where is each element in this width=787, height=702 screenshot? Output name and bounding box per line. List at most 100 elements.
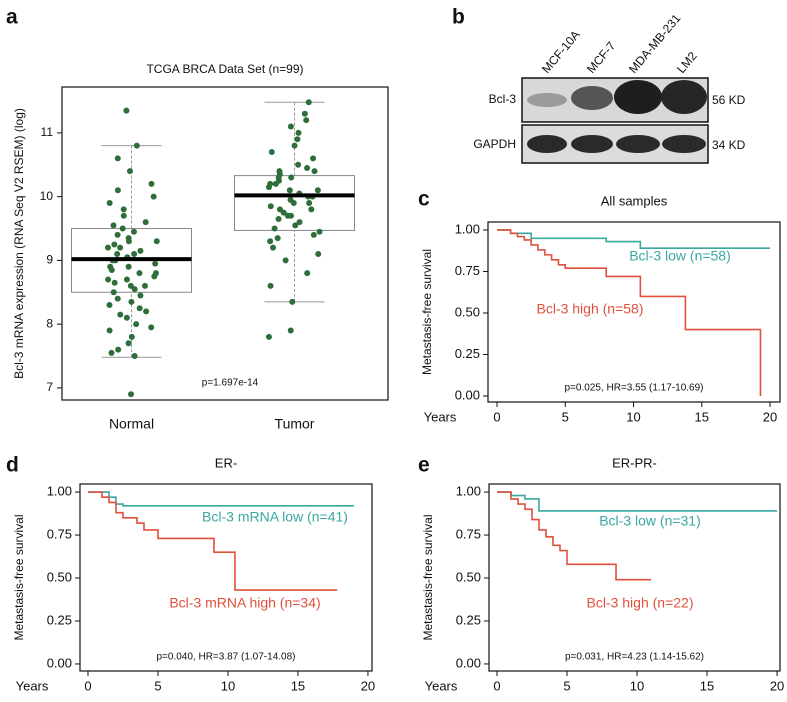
data-point: [272, 180, 279, 187]
data-point: [311, 168, 318, 175]
data-point: [133, 142, 140, 149]
data-point: [310, 231, 317, 238]
data-point: [120, 206, 127, 213]
y-tick-label: 0.75: [455, 263, 480, 278]
chart-title: ER-: [215, 455, 237, 470]
x-tick-label: 5: [563, 678, 570, 693]
data-point: [137, 292, 144, 299]
y-tick-label: 0.00: [456, 655, 481, 670]
x-axis-label: Years: [424, 409, 457, 424]
y-tick-label: 9: [46, 253, 53, 267]
y-tick-label: 10: [40, 189, 54, 203]
data-point: [131, 251, 138, 258]
data-point: [131, 353, 138, 360]
data-point: [152, 260, 159, 267]
x-tick-label: 15: [700, 678, 714, 693]
legend-label: Bcl-3 low (n=31): [599, 513, 701, 529]
data-point: [271, 225, 278, 232]
data-point: [296, 219, 303, 226]
data-point: [288, 174, 295, 181]
y-tick-label: 0.50: [47, 569, 72, 584]
x-tick-label: 20: [763, 409, 777, 424]
y-axis-label: Metastasis-free survival: [420, 249, 434, 375]
data-point: [114, 187, 121, 194]
data-point: [114, 231, 121, 238]
y-tick-label: 11: [41, 125, 54, 139]
band: [614, 80, 662, 114]
panel-label: c: [418, 188, 430, 211]
data-point: [308, 206, 315, 213]
data-point: [114, 251, 121, 258]
data-point: [108, 349, 115, 356]
data-point: [106, 200, 113, 207]
data-point: [153, 238, 160, 245]
legend-label: Bcl-3 high (n=22): [586, 595, 693, 611]
x-tick-label: 0: [493, 678, 500, 693]
data-point: [301, 110, 308, 117]
data-point: [152, 270, 159, 277]
data-point: [287, 196, 294, 203]
data-point: [127, 282, 134, 289]
data-point: [270, 244, 277, 251]
chart-title: ER-PR-: [612, 455, 657, 470]
data-point: [107, 263, 114, 270]
y-axis-label: Bcl-3 mRNA expression (RNA Seq V2 RSEM) …: [12, 108, 26, 379]
data-point: [294, 136, 301, 143]
annotation: p=1.697e-14: [202, 378, 259, 389]
plot-frame: [488, 483, 781, 672]
data-point: [104, 244, 111, 251]
band: [661, 80, 707, 114]
data-point: [119, 225, 126, 232]
chart-title: All samples: [601, 193, 668, 208]
data-point: [125, 238, 132, 245]
data-point: [125, 263, 132, 270]
data-point: [275, 215, 282, 222]
annotation: p=0.031, HR=4.23 (1.14-15.62): [565, 652, 704, 663]
data-point: [137, 247, 144, 254]
data-point: [106, 327, 113, 334]
survival-curve: [497, 229, 762, 397]
x-tick-label: 0: [493, 409, 500, 424]
data-point: [106, 302, 113, 309]
data-point: [291, 142, 298, 149]
data-point: [282, 257, 289, 264]
data-point: [265, 333, 272, 340]
data-point: [141, 282, 148, 289]
band: [571, 86, 613, 110]
y-axis-label: Metastasis-free survival: [421, 514, 435, 640]
data-point: [148, 180, 155, 187]
panel-label: d: [6, 454, 19, 477]
data-point: [123, 276, 130, 283]
data-point: [114, 295, 121, 302]
data-point: [110, 222, 117, 229]
data-point: [304, 270, 311, 277]
data-point: [303, 117, 310, 124]
y-tick-label: 0.00: [455, 387, 480, 402]
size-label: 34 KD: [712, 138, 746, 152]
data-point: [105, 276, 112, 283]
size-label: 56 KD: [712, 93, 746, 107]
x-tick-label: 15: [291, 678, 305, 693]
legend-label: Bcl-3 mRNA low (n=41): [202, 509, 348, 525]
data-point: [111, 279, 118, 286]
data-point: [150, 193, 157, 200]
data-point: [284, 212, 291, 219]
x-tick-label: Tumor: [275, 416, 315, 432]
data-point: [110, 289, 117, 296]
data-point: [276, 206, 283, 213]
data-point: [133, 321, 140, 328]
x-tick-label: 20: [361, 678, 375, 693]
legend-label: Bcl-3 low (n=58): [629, 248, 731, 264]
x-tick-label: 15: [695, 409, 709, 424]
data-point: [289, 298, 296, 305]
data-point: [120, 212, 127, 219]
data-point: [304, 164, 311, 171]
y-tick-label: 0.25: [47, 612, 72, 627]
data-point: [136, 270, 143, 277]
x-tick-label: 5: [154, 678, 161, 693]
protein-label: GAPDH: [473, 137, 516, 151]
band: [571, 135, 613, 153]
legend-label: Bcl-3 mRNA high (n=34): [169, 595, 320, 611]
data-point: [111, 241, 118, 248]
